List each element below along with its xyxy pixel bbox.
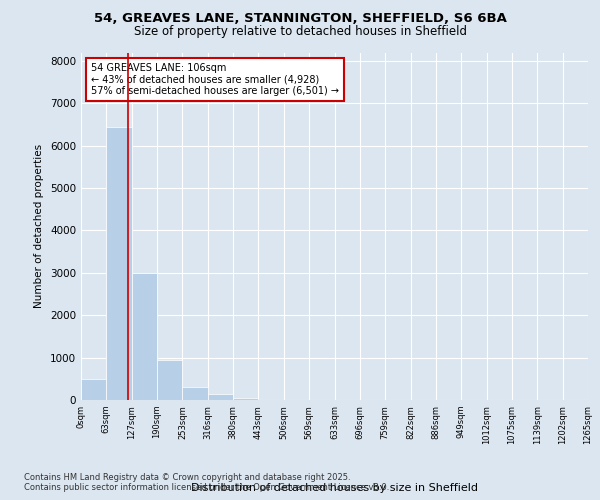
Bar xyxy=(157,360,182,400)
Text: Size of property relative to detached houses in Sheffield: Size of property relative to detached ho… xyxy=(133,25,467,38)
Bar xyxy=(132,273,157,400)
Bar xyxy=(106,126,132,400)
Text: 54, GREAVES LANE, STANNINGTON, SHEFFIELD, S6 6BA: 54, GREAVES LANE, STANNINGTON, SHEFFIELD… xyxy=(94,12,506,26)
Y-axis label: Number of detached properties: Number of detached properties xyxy=(34,144,44,308)
Text: Contains public sector information licensed under the Open Government Licence v3: Contains public sector information licen… xyxy=(24,484,389,492)
Bar xyxy=(208,394,233,400)
Bar xyxy=(182,388,208,400)
Bar xyxy=(81,379,106,400)
Bar xyxy=(233,398,259,400)
X-axis label: Distribution of detached houses by size in Sheffield: Distribution of detached houses by size … xyxy=(191,483,478,493)
Text: Contains HM Land Registry data © Crown copyright and database right 2025.: Contains HM Land Registry data © Crown c… xyxy=(24,472,350,482)
Text: 54 GREAVES LANE: 106sqm
← 43% of detached houses are smaller (4,928)
57% of semi: 54 GREAVES LANE: 106sqm ← 43% of detache… xyxy=(91,63,339,96)
